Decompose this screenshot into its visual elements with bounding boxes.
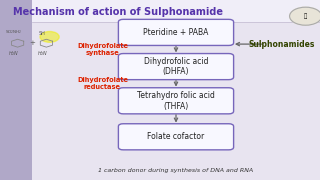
Text: Folate cofactor: Folate cofactor <box>148 132 204 141</box>
Text: Dihydrofolic acid
(DHFA): Dihydrofolic acid (DHFA) <box>144 57 208 76</box>
Circle shape <box>40 31 59 42</box>
Text: $H_2N$: $H_2N$ <box>8 50 19 58</box>
FancyBboxPatch shape <box>118 88 234 114</box>
Text: 🌿: 🌿 <box>304 13 307 19</box>
Text: 1 carbon donor during synthesis of DNA and RNA: 1 carbon donor during synthesis of DNA a… <box>99 168 253 173</box>
Text: Tetrahydro folic acid
(THFA): Tetrahydro folic acid (THFA) <box>137 91 215 111</box>
Text: Dihydrofolate
reductase: Dihydrofolate reductase <box>77 77 128 90</box>
Text: Mechanism of action of Sulphonamide: Mechanism of action of Sulphonamide <box>13 7 223 17</box>
FancyBboxPatch shape <box>0 0 32 180</box>
Text: SH: SH <box>39 31 46 36</box>
Text: $H_2N$: $H_2N$ <box>37 50 48 58</box>
Text: SO$_2$NH$_2$: SO$_2$NH$_2$ <box>5 28 22 36</box>
FancyBboxPatch shape <box>118 54 234 80</box>
FancyBboxPatch shape <box>118 19 234 46</box>
FancyBboxPatch shape <box>32 0 320 22</box>
Text: Dihydrofolate
synthase: Dihydrofolate synthase <box>77 43 128 56</box>
Text: +: + <box>29 40 35 46</box>
Text: Pteridine + PABA: Pteridine + PABA <box>143 28 209 37</box>
Text: Sulphonamides: Sulphonamides <box>248 40 315 49</box>
Circle shape <box>290 7 320 25</box>
FancyBboxPatch shape <box>118 124 234 150</box>
